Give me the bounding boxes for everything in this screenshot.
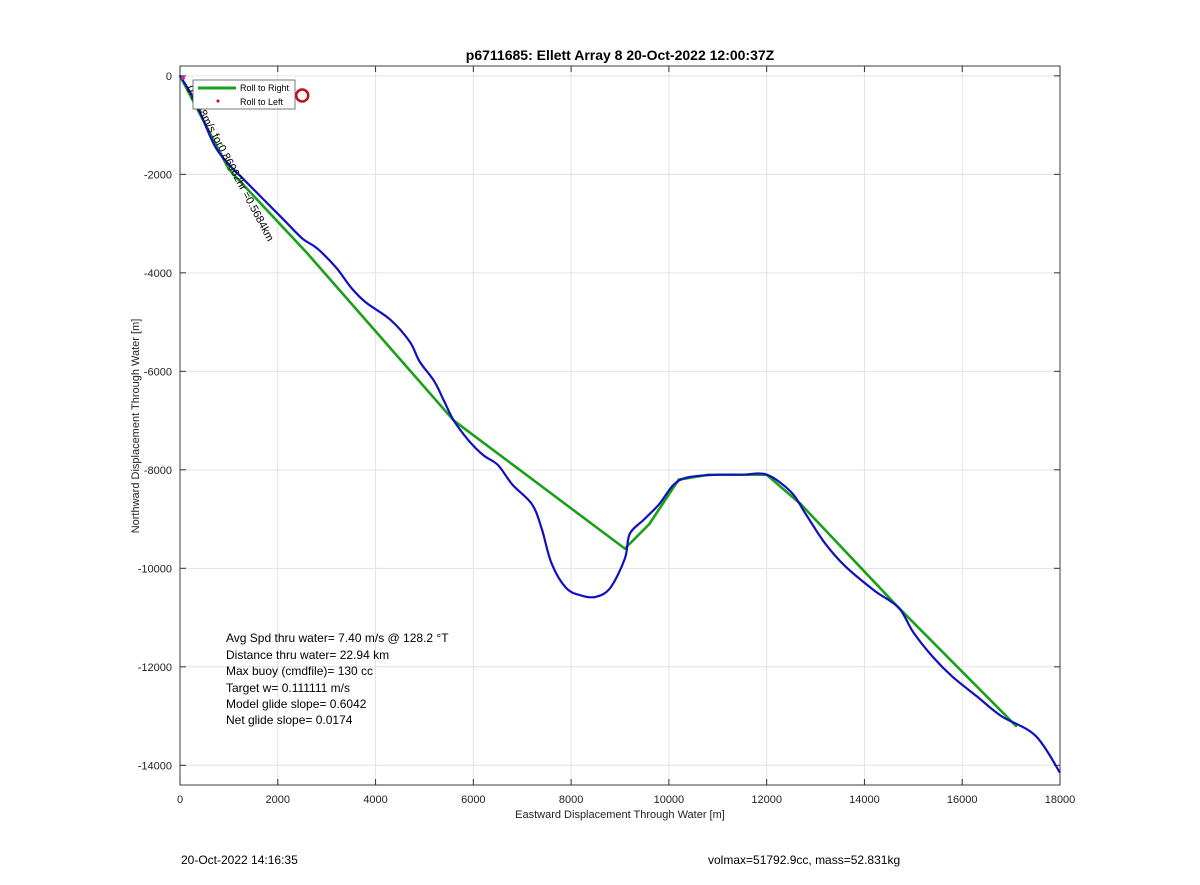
y-tick-label: 0 (166, 71, 172, 83)
stat-model-glide: Model glide slope= 0.6042 (226, 697, 367, 711)
chart-title: p6711685: Ellett Array 8 20-Oct-2022 12:… (466, 47, 775, 63)
stat-distance: Distance thru water= 22.94 km (226, 648, 389, 662)
x-tick-label: 6000 (461, 794, 485, 806)
y-tick-label: -10000 (138, 563, 172, 575)
x-tick-label: 8000 (559, 794, 583, 806)
roll-right-segment (305, 251, 456, 422)
stat-target-w: Target w= 0.111111 m/s (226, 681, 350, 695)
series-layer (178, 74, 1061, 774)
y-ticks: 0 -2000 -4000 -6000 -8000 -10000 -12000 -14000 (138, 71, 1060, 772)
stat-net-glide: Net glide slope= 0.0174 (226, 713, 353, 727)
y-tick-label: -12000 (138, 662, 172, 674)
plot-area (179, 65, 1061, 786)
stat-avg-speed: Avg Spd thru water= 7.40 m/s @ 128.2 °T (226, 631, 449, 645)
start-marker (181, 75, 185, 80)
y-tick-label: -6000 (144, 366, 172, 378)
x-tick-label: 10000 (654, 794, 685, 806)
footer-timestamp: 20-Oct-2022 14:16:35 (181, 853, 298, 867)
roll-right-segment (648, 478, 680, 526)
stats-block: Avg Spd thru water= 7.40 m/s @ 128.2 °T … (226, 631, 449, 727)
roll-right-segment (452, 419, 627, 550)
x-tick-label: 14000 (849, 794, 880, 806)
y-tick-label: -8000 (144, 465, 172, 477)
legend-label-roll-right: Roll to Right (240, 83, 290, 93)
x-tick-label: 18000 (1045, 794, 1076, 806)
y-tick-label: -4000 (144, 268, 172, 280)
roll-left-marker (294, 88, 310, 103)
roll-right-segment (623, 522, 651, 550)
x-tick-label: 4000 (363, 794, 387, 806)
roll-right-segment (897, 606, 1018, 728)
y-axis-label: Northward Displacement Through Water [m] (130, 319, 142, 534)
roll-right-segment (799, 502, 900, 610)
x-tick-label: 0 (177, 794, 183, 806)
stat-max-buoy: Max buoy (cmdfile)= 130 cc (226, 664, 373, 678)
legend-box (192, 79, 296, 110)
x-tick-label: 12000 (751, 794, 782, 806)
roll-right-segment (765, 473, 803, 506)
glider-track-line (179, 75, 1061, 774)
x-tick-label: 16000 (947, 794, 978, 806)
grid (179, 66, 1061, 785)
legend: Roll to Right Roll to Left (192, 79, 296, 110)
legend-label-roll-left: Roll to Left (240, 97, 284, 107)
x-ticks: 0 2000 4000 6000 8000 10000 12000 14000 16000 180… (177, 66, 1075, 806)
legend-swatch-roll-left (216, 99, 220, 103)
x-tick-label: 2000 (266, 794, 290, 806)
roll-right-segment (227, 168, 309, 255)
footer-volmax-mass: volmax=51792.9cc, mass=52.831kg (708, 853, 900, 867)
y-tick-label: -14000 (138, 760, 172, 772)
y-tick-label: -2000 (144, 169, 172, 181)
x-axis-label: Eastward Displacement Through Water [m] (515, 809, 725, 821)
